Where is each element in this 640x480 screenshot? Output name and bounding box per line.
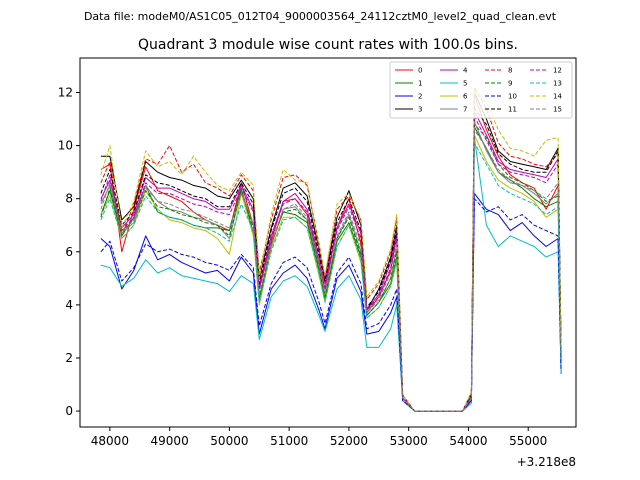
y-tick-label: 10 — [58, 139, 73, 153]
plot-frame — [79, 57, 577, 428]
legend-label-1: 1 — [418, 80, 422, 88]
series-line-12 — [100, 115, 562, 412]
legend-label-9: 9 — [508, 80, 512, 88]
legend-label-11: 11 — [508, 106, 517, 114]
series-line-0 — [100, 94, 562, 412]
x-offset-label: +3.218e8 — [517, 455, 576, 469]
legend-label-4: 4 — [463, 67, 468, 75]
series-line-13 — [100, 142, 562, 412]
legend-label-13: 13 — [553, 80, 562, 88]
legend-label-7: 7 — [463, 106, 467, 114]
x-tick-label: 49000 — [151, 434, 189, 448]
series-line-11 — [100, 107, 562, 412]
x-tick-label: 52000 — [330, 434, 368, 448]
x-tick-label: 50000 — [210, 434, 248, 448]
series-line-14 — [100, 89, 562, 412]
x-tick-label: 54000 — [449, 434, 487, 448]
y-tick-label: 4 — [65, 298, 73, 312]
legend-label-2: 2 — [418, 93, 422, 101]
legend-label-5: 5 — [463, 80, 467, 88]
y-tick-label: 6 — [65, 245, 73, 259]
legend-label-6: 6 — [463, 93, 468, 101]
chart-title: Quadrant 3 module wise count rates with … — [138, 37, 518, 53]
series-layer — [100, 86, 562, 412]
legend-frame — [389, 61, 573, 119]
legend-label-14: 14 — [553, 93, 562, 101]
axis-layer: 48000 49000 50000 51000 52000 53000 54000 55000… — [58, 86, 548, 448]
series-line-4 — [100, 110, 562, 412]
x-tick-label: 55000 — [509, 434, 547, 448]
series-line-5 — [100, 137, 562, 412]
x-tick-label: 48000 — [91, 434, 129, 448]
x-tick-label: 51000 — [270, 434, 308, 448]
y-tick-label: 2 — [65, 351, 73, 365]
y-tick-label: 8 — [65, 192, 73, 206]
x-tick-label: 53000 — [390, 434, 428, 448]
series-line-8 — [100, 86, 562, 412]
y-tick-label: 0 — [65, 404, 73, 418]
legend-label-0: 0 — [418, 67, 422, 75]
series-line-10 — [100, 198, 562, 412]
series-line-15 — [100, 129, 562, 412]
series-line-9 — [100, 123, 562, 412]
legend-label-8: 8 — [508, 67, 512, 75]
y-tick-label: 12 — [58, 86, 73, 100]
series-line-2 — [100, 192, 562, 412]
legend-label-12: 12 — [553, 67, 562, 75]
legend-label-15: 15 — [553, 106, 562, 114]
series-line-3 — [100, 92, 562, 412]
suptitle: Data file: modeM0/AS1C05_012T04_90000035… — [84, 10, 557, 23]
legend-label-10: 10 — [508, 93, 517, 101]
legend-label-3: 3 — [418, 106, 422, 114]
